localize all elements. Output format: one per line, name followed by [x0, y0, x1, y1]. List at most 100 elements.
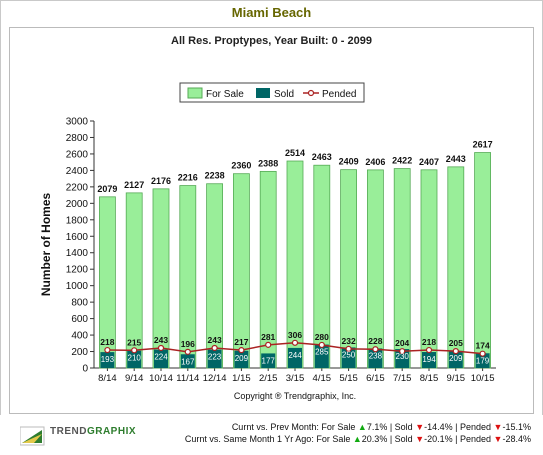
brand-name-part2: GRAPHIX	[86, 426, 137, 437]
page-title: Miami Beach	[231, 5, 312, 20]
x-tick-label: 7/15	[393, 373, 412, 384]
stats-prefix: Curnt vs. Prev Month:	[231, 422, 319, 432]
for-sale-value-label: 2079	[97, 184, 117, 194]
chart-bars	[99, 152, 492, 369]
pended-point	[291, 339, 299, 346]
legend-label-pended: Pended	[322, 89, 356, 100]
pended-point	[238, 347, 245, 354]
for-sale-value-label: 2443	[446, 154, 466, 164]
legend-box	[179, 82, 365, 103]
sold-bar	[100, 352, 115, 368]
pended-value-label: 306	[288, 330, 302, 340]
sold-label: Sold	[394, 434, 413, 444]
sold-change: -20.1%	[424, 434, 453, 444]
sold-value-label: 193	[101, 355, 115, 364]
y-tick-label: 400	[71, 331, 88, 342]
sold-change: -14.4%	[424, 422, 453, 432]
x-tick-label: 10/14	[149, 373, 173, 384]
down-arrow-icon: ▼	[415, 422, 425, 432]
brand-name-part1: TREND	[50, 426, 87, 437]
sold-value-label: 177	[262, 356, 276, 365]
y-tick-label: 1800	[66, 215, 89, 226]
x-tick-label: 6/15	[366, 373, 385, 384]
sold-value-label: 167	[181, 357, 195, 366]
pended-value-label: 228	[368, 336, 382, 346]
pended-point	[425, 346, 433, 354]
for-sale-value-label: 2127	[124, 180, 144, 190]
y-tick-label: 1600	[66, 232, 89, 243]
pended-change: -15.1%	[502, 422, 531, 432]
for-sale-value-label: 2216	[178, 173, 198, 183]
legend-marker-pended	[307, 89, 315, 97]
sold-value-label: 210	[128, 354, 142, 363]
pended-value-label: 232	[342, 336, 356, 346]
sold-value-label: 285	[315, 348, 329, 357]
stats-line-prev-month: Curnt vs. Prev Month: For Sale ▲7.1% | S…	[231, 422, 531, 432]
y-tick-label: 2800	[66, 133, 89, 144]
pended-point	[131, 347, 138, 354]
x-tick-label: 8/15	[420, 373, 439, 384]
x-tick-label: 5/15	[339, 373, 358, 384]
y-tick-label: 1400	[66, 248, 89, 259]
x-tick-label: 8/14	[98, 373, 117, 384]
chart-data-labels: 2079 2127 2176 2216 2238 2360 2388 2514 2463 2409…	[97, 140, 492, 367]
for-sale-change: 7.1%	[366, 422, 388, 432]
sold-value-label: 230	[396, 352, 410, 361]
pended-point	[211, 344, 218, 352]
bar-chart: For Sale Sold Pended 0 200 400 600 800 1000 1200…	[39, 82, 496, 401]
stats-summary: Curnt vs. Prev Month: For Sale ▲7.1% | S…	[185, 421, 531, 445]
legend-label-for-sale: For Sale	[206, 89, 244, 100]
pended-value-label: 218	[100, 337, 114, 347]
pended-label: Pended	[460, 422, 492, 432]
x-tick-label: 11/14	[176, 373, 199, 384]
sold-label: Sold	[394, 422, 413, 432]
stats-line-year-ago: Curnt vs. Same Month 1 Yr Ago: For Sale …	[184, 434, 531, 444]
sold-value-label: 224	[154, 353, 168, 362]
sold-bar	[448, 350, 463, 368]
sold-bar	[341, 347, 356, 368]
y-tick-label: 3000	[66, 117, 89, 128]
pended-value-label: 218	[422, 337, 436, 347]
for-sale-value-label: 2409	[339, 157, 359, 167]
pended-value-label: 243	[154, 335, 168, 345]
sold-value-label: 250	[342, 350, 356, 359]
pended-value-label: 204	[395, 338, 409, 348]
for-sale-value-label: 2463	[312, 152, 332, 162]
sold-bar	[180, 354, 195, 368]
sold-value-label: 223	[208, 353, 222, 362]
footer	[0, 415, 543, 455]
pended-value-label: 217	[234, 337, 248, 347]
x-tick-label: 12/14	[203, 373, 227, 384]
sold-bar	[127, 350, 142, 368]
y-tick-label: 0	[82, 364, 88, 375]
up-arrow-icon: ▲	[352, 434, 362, 444]
y-tick-label: 200	[71, 347, 88, 358]
sold-bar	[314, 344, 329, 368]
down-arrow-icon: ▼	[493, 434, 503, 444]
for-sale-value-label: 2238	[205, 171, 225, 181]
sold-value-label: 194	[422, 355, 436, 364]
pended-point	[265, 341, 272, 348]
for-sale-value-label: 2406	[365, 157, 385, 167]
x-tick-label: 3/15	[286, 373, 305, 384]
pended-value-label: 205	[449, 338, 463, 348]
y-tick-label: 2000	[66, 199, 89, 210]
for-sale-value-label: 2422	[392, 156, 412, 166]
pended-point	[452, 348, 459, 355]
y-tick-label: 2200	[66, 182, 89, 193]
x-tick-label: 9/14	[125, 373, 144, 384]
sold-bar	[207, 349, 222, 368]
sold-bar	[475, 353, 490, 368]
for-sale-value-label: 2360	[231, 161, 251, 171]
sold-value-label: 238	[369, 351, 383, 360]
pended-point	[104, 346, 111, 354]
up-arrow-icon: ▲	[357, 422, 367, 432]
y-axis-label: Number of Homes	[39, 193, 53, 297]
pended-value-label: 196	[181, 339, 195, 349]
pended-point	[157, 344, 165, 352]
legend-swatch-sold	[256, 88, 270, 98]
x-tick-label: 1/15	[232, 373, 251, 384]
chart-subtitle: All Res. Proptypes, Year Built: 0 - 2099	[171, 35, 372, 47]
for-sale-change: 20.3%	[361, 434, 388, 444]
pended-point	[345, 345, 352, 352]
